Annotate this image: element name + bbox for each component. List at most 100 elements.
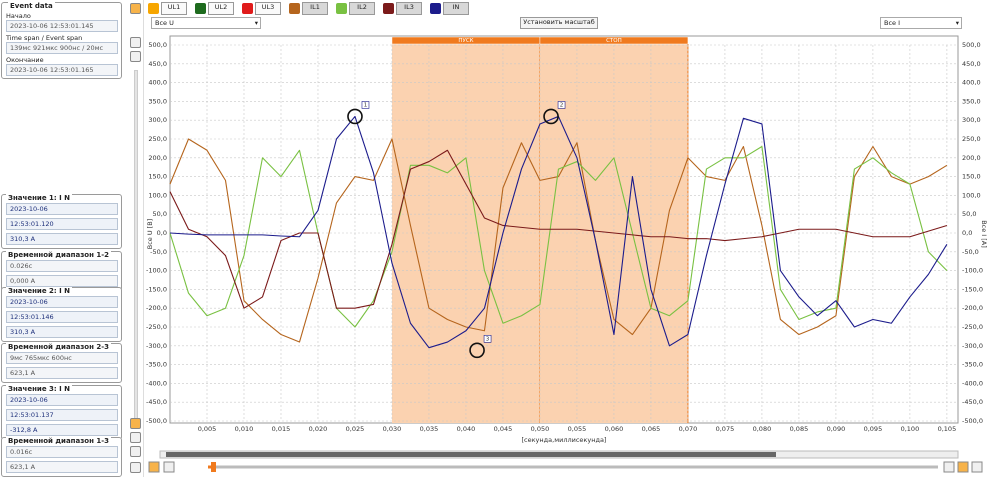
tool-icon[interactable]	[130, 37, 141, 48]
y2-tick-label: -200,0	[962, 304, 983, 312]
marker-circle	[347, 108, 363, 125]
field-value: 2023-10-06	[6, 394, 118, 406]
i-select[interactable]: Все I ▾	[880, 17, 962, 29]
scale-button[interactable]: Установить масштаб	[520, 17, 598, 29]
group-title: Значение 3: I N	[6, 385, 73, 393]
y2-tick-label: -350,0	[962, 361, 983, 369]
x-tick-label: 0,100	[901, 425, 920, 433]
x-tick-label: 0,020	[309, 425, 328, 433]
y-tick-label: -200,0	[146, 304, 167, 312]
field-value: 12:53:01.120	[6, 218, 118, 230]
channel-swatch	[430, 2, 441, 14]
marker-label: 2	[560, 103, 564, 109]
zoom-icon[interactable]	[163, 461, 175, 473]
marker-badge	[483, 335, 492, 343]
y-tick-label: 200,0	[148, 154, 167, 162]
marker-label: 1	[364, 103, 368, 109]
marker-circle	[469, 342, 485, 359]
field-value: 12:53:01.137	[6, 409, 118, 421]
x-tick-label: 0,055	[568, 425, 587, 433]
y2-tick-label: -300,0	[962, 342, 983, 350]
tool-icon[interactable]	[130, 462, 141, 473]
x-tick-label: 0,105	[938, 425, 957, 433]
tool-icon[interactable]	[957, 461, 969, 473]
y2-tick-label: 450,0	[962, 60, 981, 68]
zoom-icon[interactable]	[130, 51, 141, 62]
tool-icon[interactable]	[148, 461, 160, 473]
x-tick-label: 0,090	[827, 425, 846, 433]
marker-badge	[557, 101, 566, 109]
channel-toggle[interactable]: IL2	[336, 1, 375, 15]
y-tick-label: 450,0	[148, 60, 167, 68]
y2-axis-title: Все I [A]	[980, 220, 988, 248]
y-tick-label: 0,0	[157, 229, 167, 237]
channel-toggle[interactable]: IL3	[383, 1, 422, 15]
field-label: Окончание	[6, 56, 44, 64]
dropdown-arrow: ▾	[254, 19, 258, 27]
y2-tick-label: 350,0	[962, 97, 981, 105]
h-scroll-thumb[interactable]	[166, 452, 776, 457]
field-value: 9мс 765мкс 600нс	[6, 352, 118, 364]
channel-toggle[interactable]: IL1	[289, 1, 328, 15]
channel-toggle[interactable]: UL1	[148, 1, 187, 15]
value-group: Значение 2: I N 2023-10-06 12:53:01.146 310…	[1, 287, 122, 342]
field-label: Начало	[6, 12, 31, 20]
channel-swatch	[148, 2, 159, 14]
y2-tick-label: -50,0	[962, 248, 979, 256]
y2-tick-label: 100,0	[962, 191, 981, 199]
y2-tick-label: 400,0	[962, 79, 981, 87]
tool-icon[interactable]	[130, 446, 141, 457]
field-value: 0.016с	[6, 446, 118, 458]
channel-button[interactable]: IL2	[349, 1, 375, 15]
y2-tick-label: 250,0	[962, 135, 981, 143]
value-group: Временной диапазон 1-2 0.026с 0,000 A	[1, 251, 122, 291]
region-label: СТОП	[606, 38, 622, 44]
y2-tick-label: 150,0	[962, 173, 981, 181]
channel-button[interactable]: IL1	[302, 1, 328, 15]
tool-icon[interactable]	[130, 3, 141, 14]
zoom-icon[interactable]	[130, 432, 141, 443]
y2-tick-label: 50,0	[962, 210, 976, 218]
group-title: Временной диапазон 1-3	[6, 437, 112, 445]
group-title: Значение 1: I N	[6, 194, 73, 202]
y2-tick-label: 200,0	[962, 154, 981, 162]
tool-icon[interactable]	[971, 461, 983, 473]
zoom-icon[interactable]	[943, 461, 955, 473]
region-label: ПУСК	[458, 38, 473, 44]
y2-tick-label: -250,0	[962, 323, 983, 331]
channel-button[interactable]: UL3	[255, 1, 281, 15]
field-value: 0.026с	[6, 260, 118, 272]
group-title: Event data	[8, 2, 55, 10]
field-value: 12:53:01.146	[6, 311, 118, 323]
channel-toggle[interactable]: UL3	[242, 1, 281, 15]
channel-toggle[interactable]: UL2	[195, 1, 234, 15]
y-tick-label: -400,0	[146, 379, 167, 387]
x-tick-label: 0,015	[272, 425, 291, 433]
x-tick-label: 0,085	[790, 425, 809, 433]
marker-badge	[361, 101, 370, 109]
tool-icon[interactable]	[130, 418, 141, 429]
u-select[interactable]: Все U ▾	[151, 17, 261, 29]
y-tick-label: 400,0	[148, 79, 167, 87]
x-tick-label: 0,030	[383, 425, 402, 433]
value-group: Значение 3: I N 2023-10-06 12:53:01.137 -31…	[1, 385, 122, 440]
group-title: Значение 2: I N	[6, 287, 73, 295]
x-tick-label: 0,065	[642, 425, 661, 433]
x-tick-label: 0,045	[494, 425, 513, 433]
channel-button[interactable]: UL1	[161, 1, 187, 15]
x-tick-label: 0,010	[235, 425, 254, 433]
channel-button[interactable]: IN	[443, 1, 469, 15]
y-tick-label: 250,0	[148, 135, 167, 143]
field-value: -312,8 A	[6, 424, 118, 436]
channel-button[interactable]: UL2	[208, 1, 234, 15]
y2-tick-label: -100,0	[962, 267, 983, 275]
y-axis-title: Все U [B]	[146, 219, 154, 249]
marker-label: 3	[486, 337, 490, 343]
x-tick-label: 0,080	[753, 425, 772, 433]
channel-button[interactable]: IL3	[396, 1, 422, 15]
channel-toggle[interactable]: IN	[430, 1, 469, 15]
marker-circle	[543, 108, 559, 125]
slider-thumb[interactable]	[211, 462, 216, 472]
